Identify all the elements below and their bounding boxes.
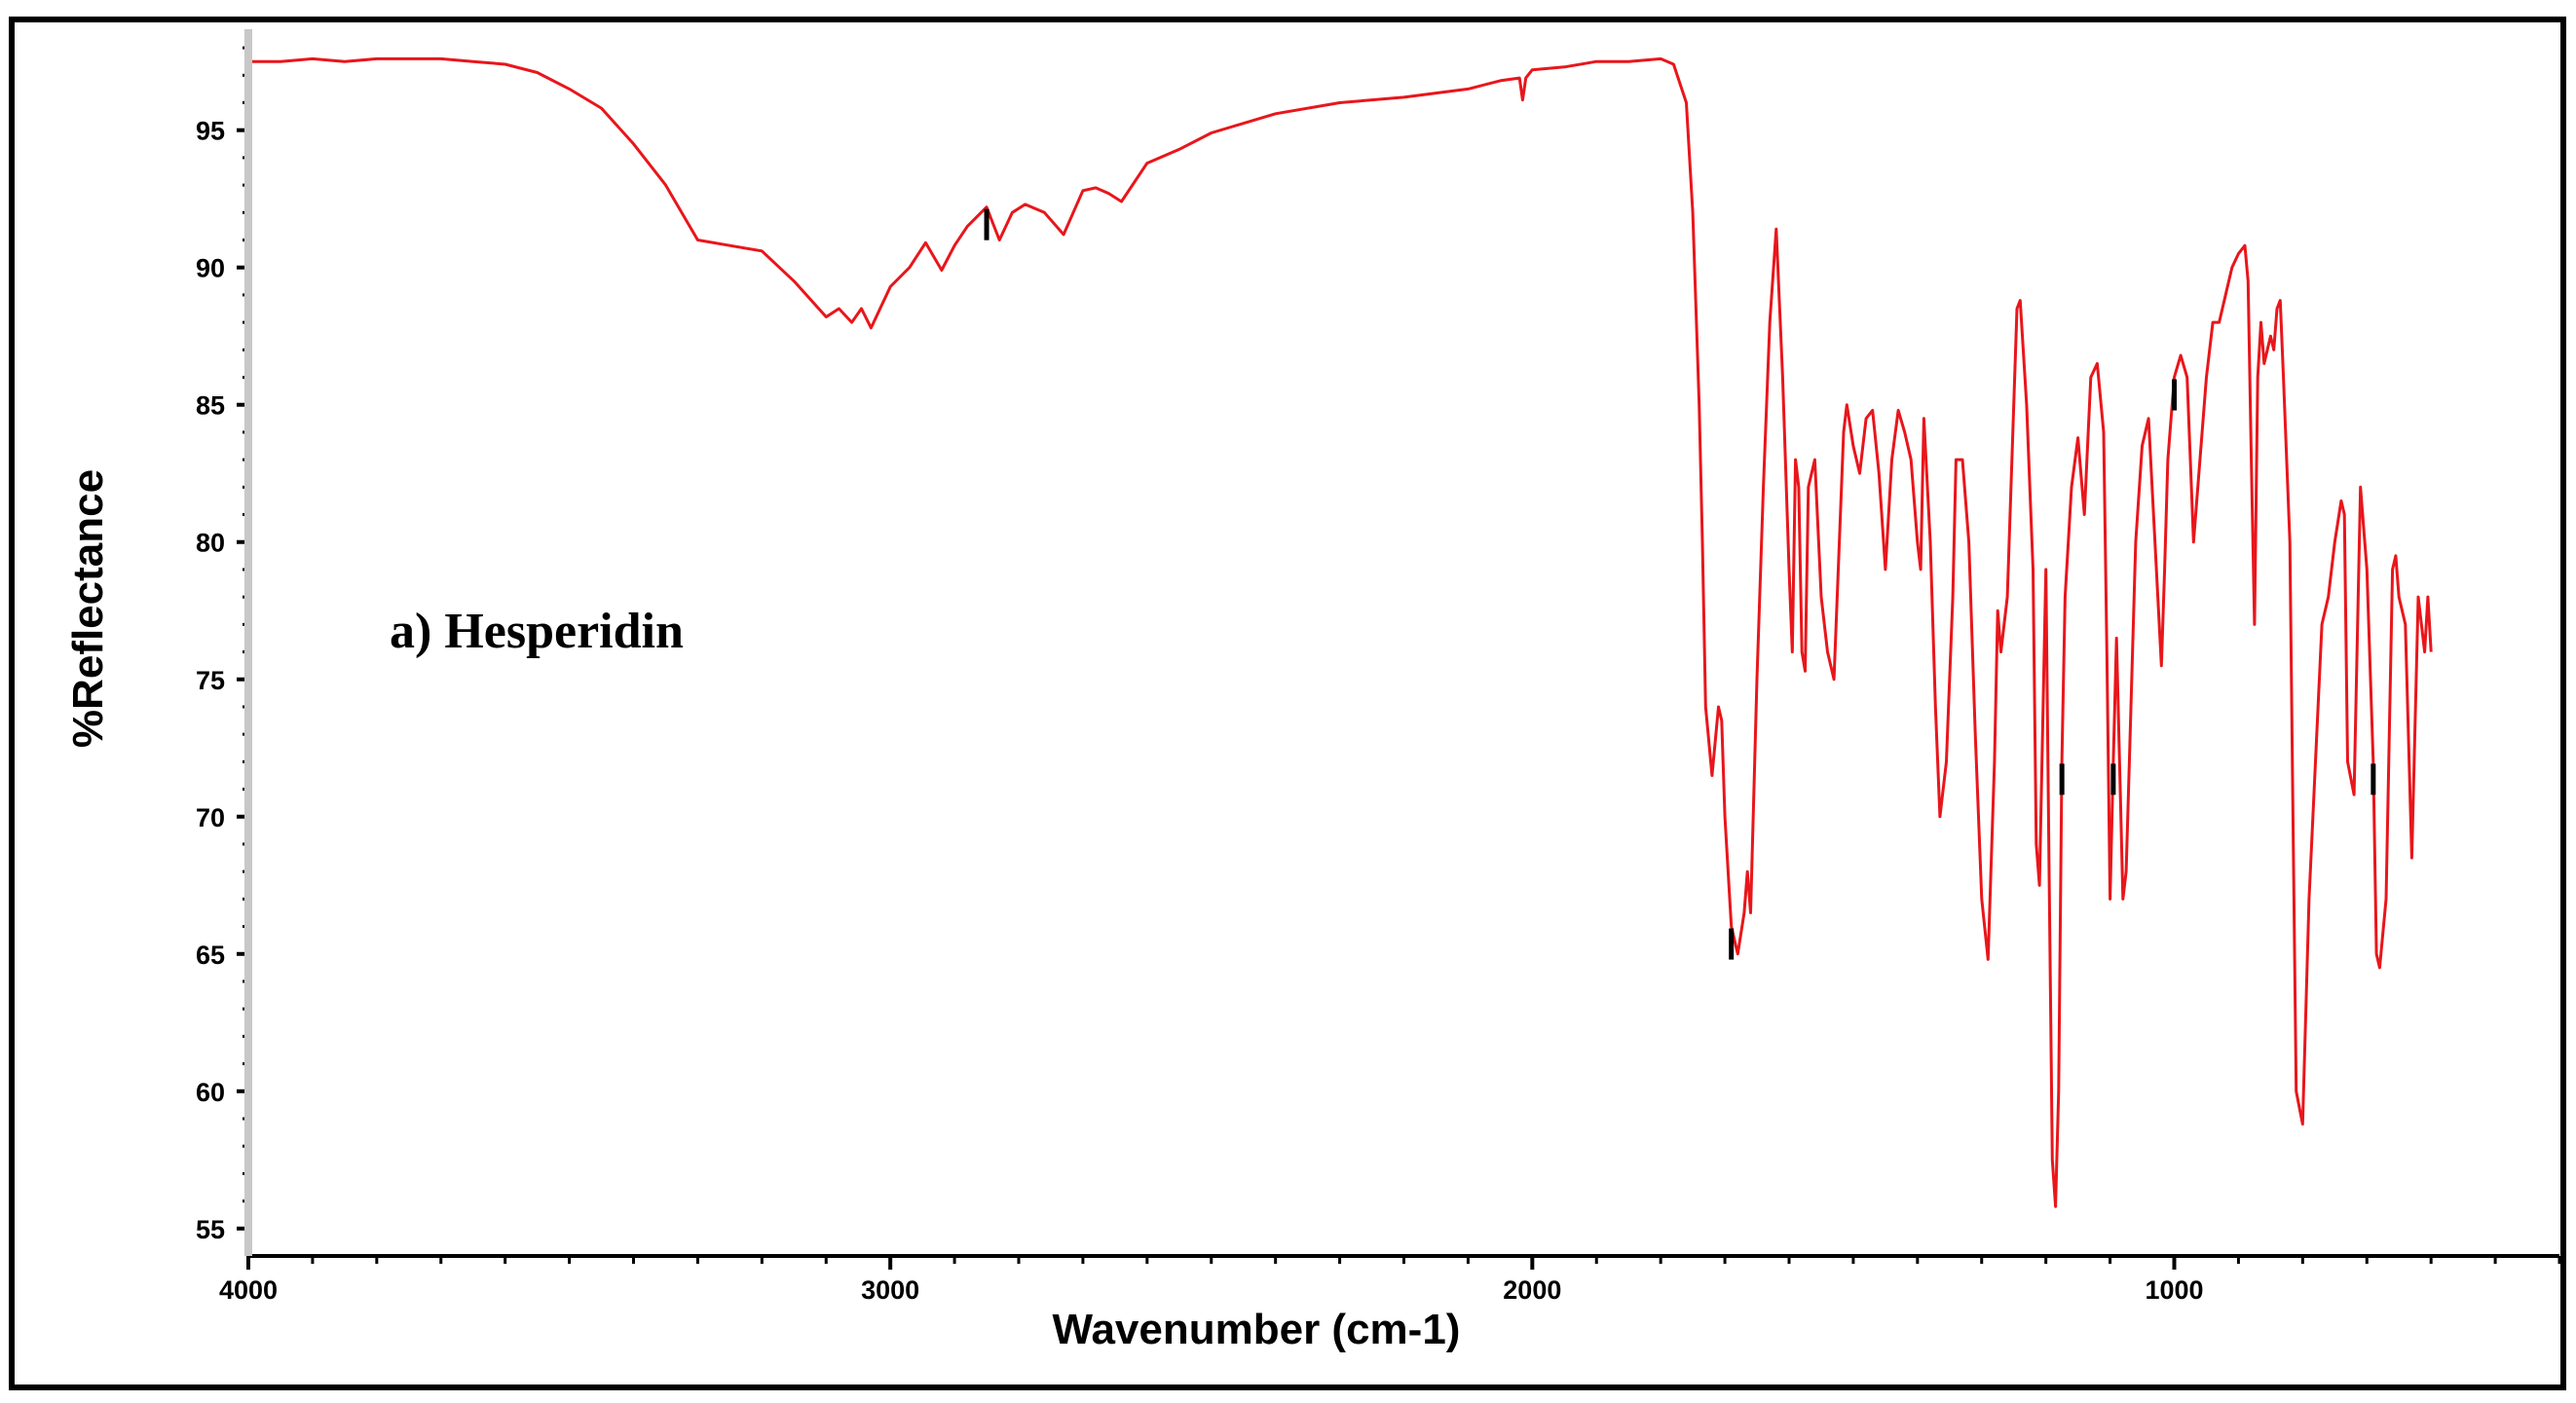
- y-tick-label: 95: [196, 117, 225, 146]
- outer-frame: [9, 17, 2566, 1390]
- x-tick-label: 3000: [861, 1275, 919, 1305]
- y-axis-title: %Reflectance: [64, 469, 112, 748]
- y-tick-label: 90: [196, 254, 225, 283]
- y-tick-label: 60: [196, 1078, 225, 1107]
- y-tick-label: 55: [196, 1215, 225, 1244]
- y-tick-labels: 55 60 65 70 75 80 85 90 95: [196, 117, 225, 1244]
- x-tick-label: 2000: [1503, 1275, 1561, 1305]
- x-major-ticks: [246, 1256, 2177, 1270]
- y-tick-label: 80: [196, 529, 225, 558]
- y-tick-label: 65: [196, 941, 225, 970]
- y-tick-label: 70: [196, 803, 225, 832]
- x-axis-title: Wavenumber (cm-1): [1053, 1306, 1461, 1353]
- y-tick-label: 85: [196, 391, 225, 421]
- x-tick-label: 1000: [2145, 1275, 2203, 1305]
- x-tick-label: 4000: [219, 1275, 278, 1305]
- x-tick-labels: 4000 3000 2000 1000: [219, 1275, 2204, 1305]
- peak-markers: [984, 208, 2376, 960]
- spectrum-line: [248, 56, 2433, 1208]
- y-tick-label: 75: [196, 666, 225, 695]
- chart-annotation: a) Hesperidin: [390, 604, 684, 659]
